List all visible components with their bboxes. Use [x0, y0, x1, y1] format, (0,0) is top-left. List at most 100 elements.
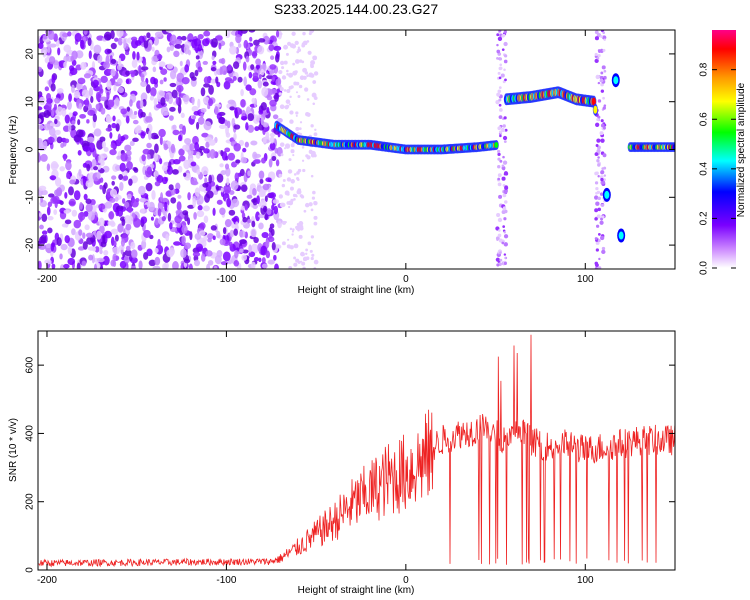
noise-speckle — [499, 258, 503, 262]
noise-speckle — [601, 167, 605, 171]
noise-speckle — [499, 251, 502, 255]
noise-speckle — [67, 31, 72, 37]
noise-speckle — [231, 217, 238, 222]
noise-speckle — [64, 235, 70, 244]
noise-speckle — [221, 151, 228, 161]
noise-speckle — [303, 209, 307, 213]
colorbar-tick-label: 0.4 — [699, 161, 710, 175]
noise-speckle — [84, 224, 90, 231]
noise-speckle — [141, 239, 147, 250]
noise-speckle — [310, 153, 316, 158]
noise-speckle — [79, 39, 85, 49]
noise-speckle — [310, 64, 314, 69]
noise-speckle — [501, 164, 505, 168]
noise-speckle — [597, 53, 601, 58]
noise-speckle — [71, 120, 76, 125]
noise-speckle — [240, 99, 246, 108]
noise-speckle — [175, 182, 181, 191]
noise-speckle — [96, 139, 104, 150]
noise-speckle — [64, 219, 72, 225]
noise-speckle — [305, 111, 310, 117]
noise-speckle — [600, 235, 605, 241]
noise-speckle — [85, 180, 94, 188]
noise-speckle — [63, 44, 72, 53]
noise-speckle — [117, 223, 124, 233]
noise-speckle — [38, 152, 41, 163]
noise-speckle — [170, 197, 177, 204]
noise-speckle — [168, 184, 174, 191]
noise-speckle — [50, 242, 55, 252]
noise-speckle — [301, 146, 305, 149]
noise-speckle — [99, 225, 105, 234]
noise-speckle — [172, 261, 179, 269]
noise-speckle — [603, 104, 607, 107]
noise-speckle — [183, 258, 191, 264]
noise-speckle — [126, 106, 131, 112]
spectrogram-x-axis-label: Height of straight line (km) — [298, 285, 415, 296]
noise-speckle — [294, 70, 298, 74]
noise-speckle — [104, 98, 109, 109]
noise-speckle — [176, 221, 182, 228]
noise-speckle — [194, 187, 201, 197]
noise-speckle — [163, 111, 170, 116]
noise-speckle — [599, 220, 604, 225]
noise-speckle — [178, 134, 183, 142]
noise-speckle — [127, 205, 133, 213]
noise-speckle — [222, 227, 227, 235]
noise-speckle — [199, 230, 206, 236]
noise-speckle — [38, 118, 42, 124]
noise-speckle — [86, 236, 94, 245]
noise-speckle — [42, 34, 48, 40]
noise-speckle — [502, 124, 506, 128]
noise-speckle — [295, 91, 299, 94]
noise-speckle — [597, 207, 602, 212]
noise-speckle — [501, 176, 506, 181]
noise-speckle — [68, 198, 76, 207]
noise-speckle — [100, 107, 106, 115]
noise-speckle — [64, 138, 70, 144]
noise-speckle — [498, 229, 501, 232]
noise-speckle — [248, 71, 253, 79]
noise-speckle — [239, 248, 244, 253]
noise-speckle — [313, 221, 318, 226]
noise-speckle — [498, 30, 502, 33]
noise-speckle — [38, 139, 44, 149]
noise-speckle — [223, 184, 232, 194]
noise-speckle — [71, 228, 76, 236]
spectrogram-x-tick-label: 0 — [403, 274, 409, 285]
noise-speckle — [308, 202, 313, 207]
noise-speckle — [600, 119, 604, 123]
noise-speckle — [596, 118, 600, 122]
noise-speckle — [78, 169, 82, 177]
noise-speckle — [216, 173, 224, 183]
noise-speckle — [64, 114, 70, 124]
noise-speckle — [287, 169, 293, 174]
noise-speckle — [130, 36, 138, 41]
noise-speckle — [313, 71, 319, 76]
noise-speckle — [54, 177, 62, 187]
noise-speckle — [85, 198, 92, 205]
noise-speckle — [496, 49, 501, 54]
noise-speckle — [248, 251, 256, 258]
noise-speckle — [178, 148, 185, 156]
noise-speckle — [603, 174, 607, 177]
noise-speckle — [293, 262, 298, 267]
noise-speckle — [163, 77, 167, 82]
noise-speckle — [226, 120, 231, 129]
noise-speckle — [243, 76, 248, 87]
noise-speckle — [67, 257, 76, 266]
noise-speckle — [595, 186, 599, 191]
noise-speckle — [160, 68, 168, 75]
noise-speckle — [122, 198, 126, 204]
noise-speckle — [208, 174, 212, 184]
noise-speckle — [98, 217, 105, 227]
figure-title: S233.2025.144.00.23.G27 — [274, 1, 438, 17]
noise-speckle — [502, 167, 506, 171]
noise-speckle — [597, 266, 602, 269]
colorbar-gradient — [712, 30, 736, 268]
noise-speckle — [169, 106, 176, 112]
noise-speckle — [295, 81, 300, 86]
noise-speckle — [44, 243, 52, 248]
